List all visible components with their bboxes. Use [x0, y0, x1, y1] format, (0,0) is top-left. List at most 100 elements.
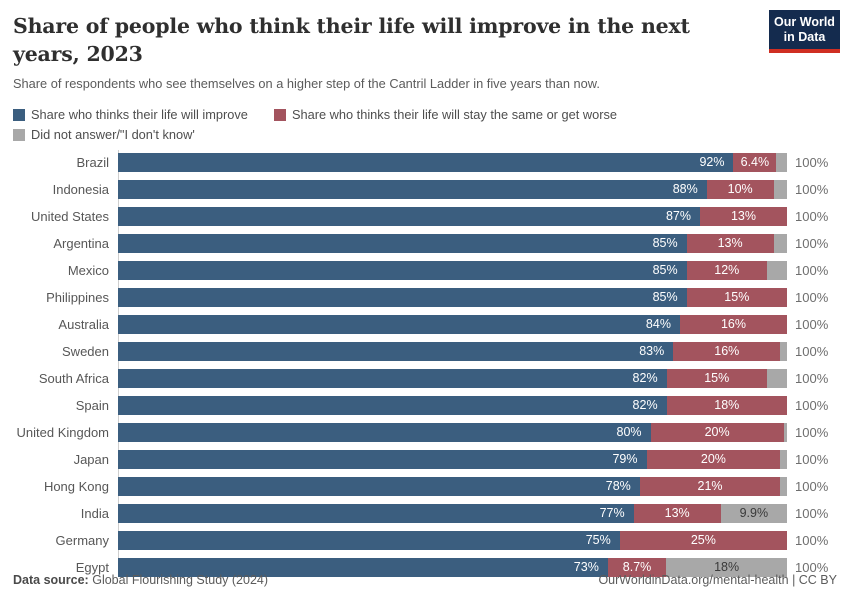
- owid-logo-line1: Our World: [774, 15, 835, 29]
- bar-value-label: 12%: [714, 263, 740, 277]
- legend-swatch-improve-icon: [13, 108, 25, 121]
- bar-segment-worse[interactable]: 8.7%: [607, 558, 667, 577]
- bar-value-label: 85%: [652, 290, 678, 304]
- chart-row: India 77% 13% 9.9% 100%: [13, 504, 837, 523]
- bar-segment-noans[interactable]: [780, 342, 787, 361]
- bar-segment-worse[interactable]: 20%: [650, 423, 784, 442]
- bar-segment-improve[interactable]: 85%: [118, 288, 687, 307]
- bar-value-label: 82%: [632, 371, 658, 385]
- row-label: Mexico: [67, 263, 109, 278]
- bar-segment-worse[interactable]: 18%: [666, 396, 787, 415]
- bar-track: 80% 20%: [118, 423, 787, 442]
- bar-track: 79% 20%: [118, 450, 787, 469]
- bar-track: 85% 15%: [118, 288, 787, 307]
- chart-row: Spain 82% 18% 100%: [13, 396, 837, 415]
- bar-segment-noans[interactable]: [780, 477, 787, 496]
- row-label: South Africa: [38, 371, 109, 386]
- row-label: Argentina: [53, 236, 109, 251]
- chart-subtitle: Share of respondents who see themselves …: [13, 76, 600, 91]
- bar-segment-worse[interactable]: 12%: [686, 261, 767, 280]
- bar-segment-improve[interactable]: 83%: [118, 342, 674, 361]
- bar-segment-improve[interactable]: 80%: [118, 423, 651, 442]
- bar-segment-improve[interactable]: 85%: [118, 261, 687, 280]
- bar-segment-improve[interactable]: 92%: [118, 153, 734, 172]
- bar-segment-worse[interactable]: 25%: [619, 531, 787, 550]
- owid-link[interactable]: OurWorldinData.org/mental-health | CC BY: [598, 573, 837, 587]
- bar-segment-improve[interactable]: 75%: [118, 531, 620, 550]
- bar-segment-improve[interactable]: 84%: [118, 315, 680, 334]
- bar-segment-worse[interactable]: 10%: [706, 180, 774, 199]
- bar-segment-worse[interactable]: 13%: [686, 234, 774, 253]
- bar-segment-improve[interactable]: 73%: [118, 558, 608, 577]
- bar-segment-noans[interactable]: [783, 423, 787, 442]
- bar-value-label: 78%: [605, 479, 631, 493]
- bar-segment-improve[interactable]: 82%: [118, 396, 667, 415]
- row-total-label: 100%: [795, 371, 829, 386]
- bar-value-label: 16%: [714, 344, 740, 358]
- bar-segment-noans[interactable]: 18%: [666, 558, 787, 577]
- chart-row: Egypt 73% 8.7% 18% 100%: [13, 558, 837, 577]
- bar-segment-noans[interactable]: [773, 234, 787, 253]
- bar-value-label: 77%: [599, 506, 625, 520]
- bar-segment-improve[interactable]: 77%: [118, 504, 634, 523]
- legend-swatch-noans-icon: [13, 128, 25, 141]
- chart-row: Argentina 85% 13% 100%: [13, 234, 837, 253]
- bar-value-label: 16%: [720, 317, 746, 331]
- row-label: Spain: [75, 398, 109, 413]
- row-label: Brazil: [76, 155, 109, 170]
- bar-segment-improve[interactable]: 82%: [118, 369, 667, 388]
- bar-track: 84% 16%: [118, 315, 787, 334]
- bar-segment-worse[interactable]: 16%: [673, 342, 781, 361]
- row-total-label: 100%: [795, 209, 829, 224]
- bar-segment-worse[interactable]: 15%: [686, 288, 787, 307]
- bar-track: 85% 12%: [118, 261, 787, 280]
- bar-value-label: 13%: [664, 506, 690, 520]
- bar-segment-worse[interactable]: 21%: [639, 477, 781, 496]
- bar-value-label: 79%: [612, 452, 638, 466]
- legend-label-worse: Share who thinks their life will stay th…: [291, 107, 617, 122]
- bar-track: 87% 13%: [118, 207, 787, 226]
- chart-row: United States 87% 13% 100%: [13, 207, 837, 226]
- bar-track: 82% 15%: [118, 369, 787, 388]
- chart-row: Philippines 85% 15% 100%: [13, 288, 837, 307]
- bar-segment-improve[interactable]: 87%: [118, 207, 701, 226]
- bar-value-label: 92%: [699, 155, 725, 169]
- bar-segment-worse[interactable]: 6.4%: [733, 153, 777, 172]
- bar-segment-noans[interactable]: [780, 450, 787, 469]
- bar-segment-worse[interactable]: 20%: [646, 450, 781, 469]
- bar-segment-noans[interactable]: [766, 369, 787, 388]
- bar-segment-improve[interactable]: 79%: [118, 450, 647, 469]
- bar-track: 92% 6.4%: [118, 153, 787, 172]
- bar-segment-noans[interactable]: [766, 261, 787, 280]
- chart-row: South Africa 82% 15% 100%: [13, 369, 837, 388]
- bar-value-label: 85%: [652, 263, 678, 277]
- bar-segment-noans[interactable]: [773, 180, 787, 199]
- bar-segment-worse[interactable]: 16%: [679, 315, 787, 334]
- y-axis-line: [118, 150, 119, 572]
- row-label: India: [80, 506, 109, 521]
- bar-value-label: 73%: [573, 560, 599, 574]
- bar-segment-worse[interactable]: 13%: [633, 504, 721, 523]
- row-total-label: 100%: [795, 263, 829, 278]
- bar-segment-improve[interactable]: 78%: [118, 477, 640, 496]
- bar-track: 75% 25%: [118, 531, 787, 550]
- row-label: Japan: [73, 452, 109, 467]
- row-label: Egypt: [75, 560, 109, 575]
- bar-segment-worse[interactable]: 15%: [666, 369, 767, 388]
- chart-area: Brazil 92% 6.4% 100% Indonesia 88% 10% 100% Unit…: [13, 150, 837, 577]
- bar-segment-noans[interactable]: [776, 153, 787, 172]
- bar-segment-improve[interactable]: 88%: [118, 180, 707, 199]
- row-total-label: 100%: [795, 155, 829, 170]
- row-total-label: 100%: [795, 236, 829, 251]
- bar-segment-worse[interactable]: 13%: [700, 207, 787, 226]
- legend-label-improve: Share who thinks their life will improve: [31, 107, 248, 122]
- row-label: Indonesia: [52, 182, 109, 197]
- bar-segment-noans[interactable]: 9.9%: [720, 504, 787, 523]
- bar-value-label: 10%: [727, 182, 753, 196]
- bar-value-label: 20%: [704, 425, 730, 439]
- bar-segment-improve[interactable]: 85%: [118, 234, 687, 253]
- data-source-value: Global Flourishing Study (2024): [92, 573, 269, 587]
- row-total-label: 100%: [795, 452, 829, 467]
- row-label: Germany: [55, 533, 109, 548]
